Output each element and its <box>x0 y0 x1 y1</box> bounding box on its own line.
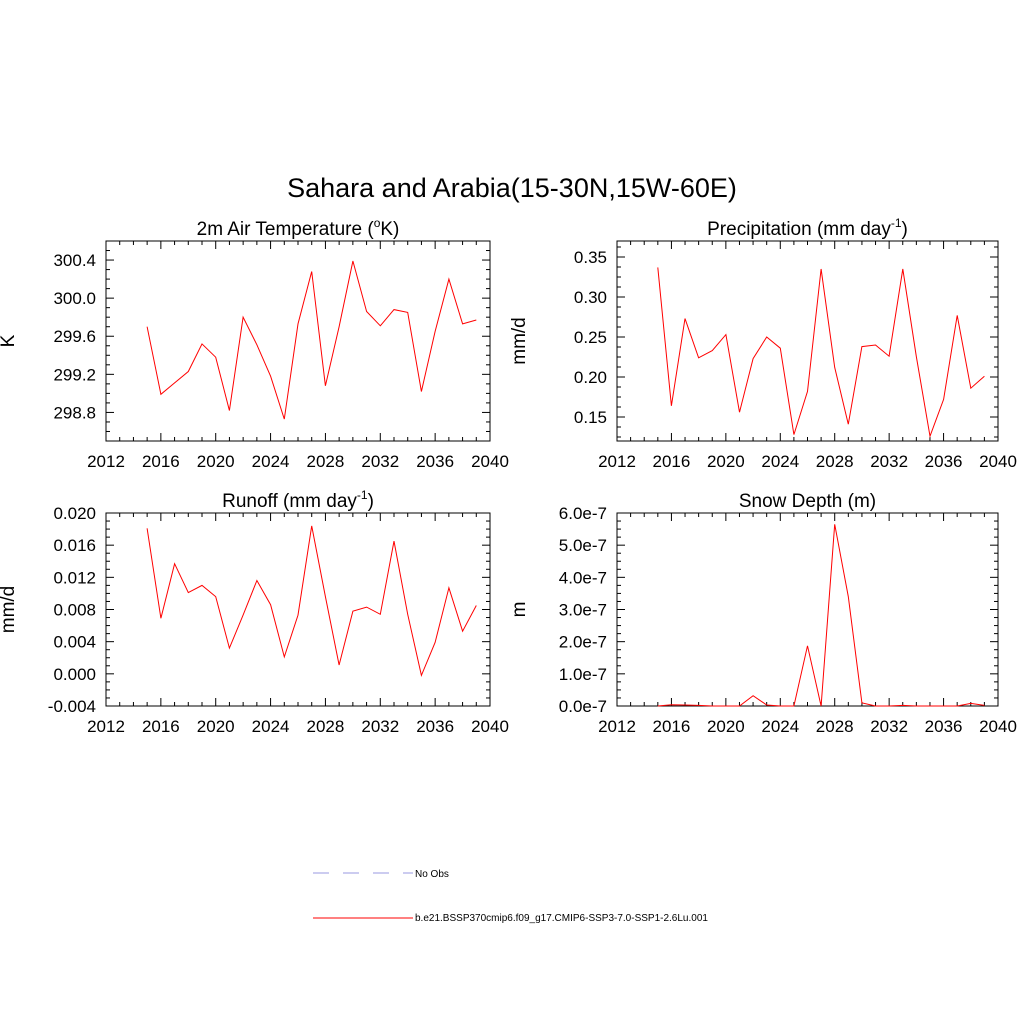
x-tick-label: 2036 <box>416 717 454 736</box>
panel-title: Snow Depth (m) <box>739 491 876 512</box>
x-tick-label: 2012 <box>598 717 636 736</box>
series-line <box>657 524 985 707</box>
x-tick-label: 2036 <box>416 452 454 471</box>
x-tick-label: 2024 <box>761 452 799 471</box>
panel-precipitation: Precipitation (mm day-1) 2012 2016 2020 2024… <box>509 216 1017 471</box>
y-tick-label: -0.004 <box>48 697 96 716</box>
figure-title: Sahara and Arabia(15-30N,15W-60E) <box>287 173 737 203</box>
y-tick-label: 4.0e-7 <box>559 568 607 587</box>
y-tick-label: 299.2 <box>53 365 96 384</box>
x-tick-label: 2028 <box>816 452 854 471</box>
x-tick-label: 2032 <box>870 717 908 736</box>
y-tick-label: 300.0 <box>53 289 96 308</box>
y-tick-label: 0.004 <box>53 633 96 652</box>
y-tick-label: 0.008 <box>53 601 96 620</box>
y-tick-label: 0.15 <box>574 408 607 427</box>
x-tick-label: 2028 <box>307 717 345 736</box>
x-tick-label: 2016 <box>142 452 180 471</box>
x-tick-label: 2016 <box>653 452 691 471</box>
y-tick-label: 0.020 <box>53 504 96 523</box>
y-axis-label: m <box>509 602 530 618</box>
y-axis-label: mm/d <box>0 586 19 634</box>
y-tick-label: 0.25 <box>574 328 607 347</box>
series-line <box>146 260 477 420</box>
x-tick-label: 2016 <box>653 717 691 736</box>
plot-frame <box>105 240 491 442</box>
x-tick-label: 2036 <box>925 452 963 471</box>
x-tick-label: 2020 <box>707 717 745 736</box>
x-tick-label: 2024 <box>761 717 799 736</box>
y-tick-label: 5.0e-7 <box>559 536 607 555</box>
x-tick-label: 2032 <box>361 452 399 471</box>
x-tick-label: 2040 <box>979 717 1017 736</box>
y-tick-label: 0.20 <box>574 368 607 387</box>
x-tick-label: 2032 <box>870 452 908 471</box>
y-tick-label: 0.35 <box>574 248 607 267</box>
x-tick-label: 2012 <box>598 452 636 471</box>
y-tick-label: 300.4 <box>53 251 96 270</box>
x-tick-label: 2036 <box>925 717 963 736</box>
panels: 2m Air Temperature (oK) 2012 2016 2020 2024 2… <box>0 216 1017 736</box>
x-tick-label: 2040 <box>979 452 1017 471</box>
y-tick-label: 298.8 <box>53 403 96 422</box>
x-tick-label: 2012 <box>87 452 125 471</box>
y-tick-label: 2.0e-7 <box>559 633 607 652</box>
x-tick-label: 2016 <box>142 717 180 736</box>
x-tick-label: 2028 <box>816 717 854 736</box>
series-line <box>146 525 477 678</box>
y-tick-label: 299.6 <box>53 327 96 346</box>
legend-label-no-obs: No Obs <box>415 869 449 880</box>
y-tick-label: 0.016 <box>53 536 96 555</box>
y-tick-label: 0.000 <box>53 665 96 684</box>
legend-label-model: b.e21.BSSP370cmip6.f09_g17.CMIP6-SSP3-7.… <box>415 913 708 924</box>
x-tick-label: 2020 <box>197 452 235 471</box>
x-tick-label: 2028 <box>307 452 345 471</box>
x-tick-label: 2012 <box>87 717 125 736</box>
y-axis-label: K <box>0 334 19 347</box>
panel-title: 2m Air Temperature (oK) <box>197 216 400 240</box>
y-tick-label: 3.0e-7 <box>559 601 607 620</box>
series-line <box>657 267 985 439</box>
y-tick-label: 0.012 <box>53 568 96 587</box>
y-tick-label: 1.0e-7 <box>559 665 607 684</box>
y-tick-label: 0.0e-7 <box>559 697 607 716</box>
x-tick-label: 2020 <box>707 452 745 471</box>
x-tick-label: 2024 <box>252 717 290 736</box>
panel-temperature: 2m Air Temperature (oK) 2012 2016 2020 2024 2… <box>0 216 509 471</box>
y-tick-label: 6.0e-7 <box>559 504 607 523</box>
legend: No Obs b.e21.BSSP370cmip6.f09_g17.CMIP6-… <box>313 869 708 924</box>
x-tick-label: 2024 <box>252 452 290 471</box>
plot-frame <box>616 240 999 442</box>
x-tick-label: 2040 <box>471 452 509 471</box>
y-axis-label: mm/d <box>509 317 530 365</box>
panel-snow-depth: Snow Depth (m) 2012 2016 2020 2024 2028 2032 20… <box>509 491 1017 736</box>
panel-runoff: Runoff (mm day-1) 2012 2016 2020 2024 2028 203… <box>0 488 509 736</box>
panel-title: Runoff (mm day-1) <box>222 488 374 512</box>
panel-title: Precipitation (mm day-1) <box>707 216 908 240</box>
x-tick-label: 2032 <box>361 717 399 736</box>
y-tick-label: 0.30 <box>574 288 607 307</box>
plot-frame <box>616 512 999 707</box>
x-tick-label: 2040 <box>471 717 509 736</box>
x-tick-label: 2020 <box>197 717 235 736</box>
